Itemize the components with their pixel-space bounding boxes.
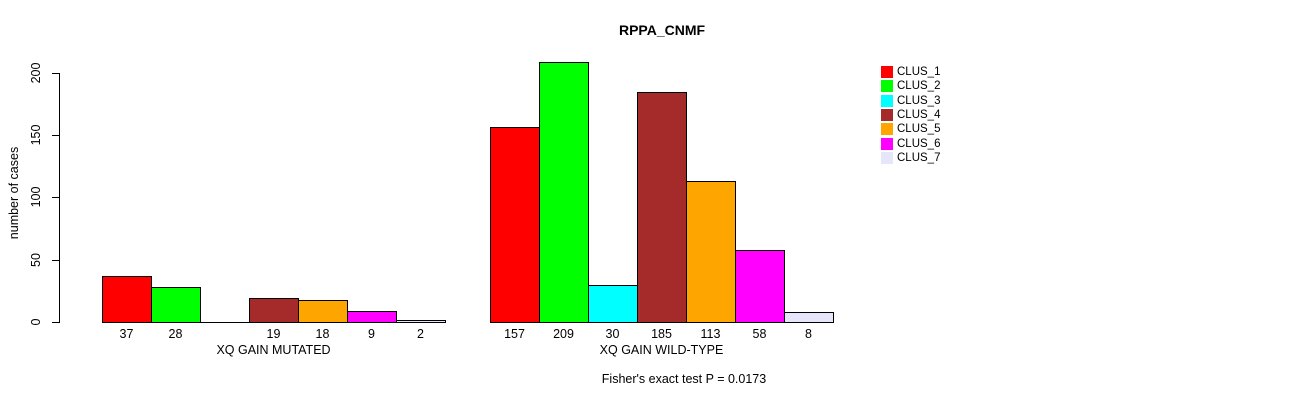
bar-value-label: 9	[368, 327, 375, 341]
legend-swatch-CLUS_2	[881, 80, 893, 92]
bar-value-label: 113	[700, 327, 721, 341]
bar-value-label: 37	[119, 327, 134, 341]
bar-CLUS_3	[200, 322, 250, 323]
group-x-axis-label: XQ GAIN MUTATED	[216, 343, 331, 357]
bar-CLUS_2	[539, 62, 589, 323]
y-axis-tick-label: 0	[29, 318, 43, 326]
bar-value-label: 19	[266, 327, 281, 341]
legend-swatch-CLUS_7	[881, 152, 893, 164]
legend-label: CLUS_2	[897, 80, 941, 92]
bar-CLUS_5	[686, 181, 736, 323]
bar-value-label: 185	[651, 327, 672, 341]
bar-value-label: 2	[417, 327, 424, 341]
y-axis-tick	[52, 197, 59, 198]
bar-CLUS_2	[151, 287, 201, 323]
bar-value-label: 28	[168, 327, 183, 341]
y-axis-tick-label: 100	[29, 186, 43, 208]
legend-swatch-CLUS_1	[881, 66, 893, 78]
bar-CLUS_7	[396, 320, 446, 323]
bar-CLUS_7	[784, 312, 834, 323]
y-axis-label: number of cases	[7, 146, 21, 240]
bar-CLUS_6	[735, 250, 785, 323]
legend-label: CLUS_4	[897, 109, 941, 121]
bar-CLUS_3	[588, 285, 638, 323]
bar-CLUS_4	[249, 298, 299, 323]
bar-value-label: 18	[315, 327, 330, 341]
bar-CLUS_4	[637, 92, 687, 323]
y-axis-tick	[52, 260, 59, 261]
bar-CLUS_5	[298, 300, 348, 323]
legend-label: CLUS_3	[897, 95, 941, 107]
y-axis-tick-label: 150	[29, 124, 43, 146]
legend-swatch-CLUS_4	[881, 109, 893, 121]
y-axis-tick-label: 200	[29, 62, 43, 84]
legend-swatch-CLUS_5	[881, 123, 893, 135]
bar-value-label: 8	[805, 327, 812, 341]
chart-title: RPPA_CNMF	[618, 22, 706, 38]
group-x-axis-label: XQ GAIN WILD-TYPE	[599, 343, 724, 357]
y-axis-tick	[52, 322, 59, 323]
legend-swatch-CLUS_3	[881, 95, 893, 107]
legend-label: CLUS_1	[897, 66, 941, 78]
y-axis-tick-label: 50	[29, 253, 43, 267]
bar-CLUS_6	[347, 311, 397, 323]
y-axis-line	[59, 73, 60, 323]
legend-label: CLUS_5	[897, 123, 941, 135]
legend-label: CLUS_7	[897, 152, 941, 164]
bar-value-label: 58	[752, 327, 767, 341]
y-axis-tick	[52, 135, 59, 136]
bar-CLUS_1	[490, 127, 540, 323]
fisher-test-note: Fisher's exact test P = 0.0173	[601, 372, 767, 386]
y-axis-tick	[52, 73, 59, 74]
bar-value-label: 157	[504, 327, 525, 341]
legend-swatch-CLUS_6	[881, 138, 893, 150]
bar-value-label: 30	[605, 327, 620, 341]
bar-value-label: 209	[553, 327, 574, 341]
bar-CLUS_1	[102, 276, 152, 323]
legend-label: CLUS_6	[897, 138, 941, 150]
